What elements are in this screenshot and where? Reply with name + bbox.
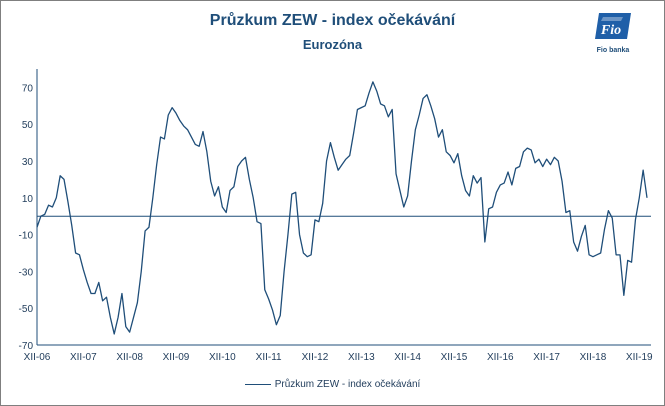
logo-text: Fio (600, 23, 621, 38)
series-line (36, 81, 648, 335)
x-axis: XII-06 XII-07 XII-08 XII-09 XII-10 XII-11 XII-… (24, 352, 653, 363)
x-tick-label: XII-17 (533, 352, 560, 363)
x-tick-label: XII-11 (256, 352, 282, 363)
y-tick-label: 10 (22, 194, 34, 205)
x-tick-label: XII-06 (24, 352, 51, 363)
legend-swatch (244, 383, 271, 385)
x-tick-label: XII-16 (487, 352, 514, 363)
x-tick-label: XII-13 (348, 352, 375, 363)
x-tick-label: XII-07 (70, 352, 97, 363)
y-tick-label: 30 (22, 157, 34, 168)
x-tick-label: XII-15 (441, 352, 468, 363)
legend: Průzkum ZEW - index očekávání (1, 379, 664, 390)
x-tick-label: XII-08 (116, 352, 143, 363)
y-tick-label: 50 (22, 120, 34, 131)
fio-logo-icon: Fio (595, 13, 631, 39)
x-tick-label: XII-12 (302, 352, 329, 363)
x-tick-label: XII-10 (209, 352, 236, 363)
x-tick-label: XII-19 (626, 352, 653, 363)
chart-title: Průzkum ZEW - index očekávání (209, 12, 456, 29)
y-tick-label: -70 (19, 341, 34, 352)
y-tick-label: -10 (19, 231, 34, 242)
legend-label: Průzkum ZEW - index očekávání (274, 379, 421, 390)
x-tick-label: XII-09 (163, 352, 190, 363)
x-tick-label: XII-18 (580, 352, 607, 363)
y-tick-label: -30 (19, 267, 34, 278)
chart-subtitle: Eurozóna (302, 37, 363, 52)
y-tick-label: 70 (22, 83, 34, 94)
logo-caption: Fio banka (596, 47, 630, 54)
x-tick-label: XII-14 (394, 352, 421, 363)
y-tick-label: -50 (19, 304, 34, 315)
y-axis: 70 50 30 10 -10 -30 -50 -70 (19, 83, 34, 352)
